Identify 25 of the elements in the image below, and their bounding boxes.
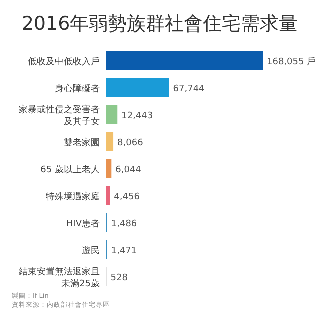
data-label: 528 [110,274,128,284]
data-label: 168,055 戶 [267,56,316,68]
y-tick-label: 遊民 [82,246,100,256]
y-tick-label: 家暴或性侵之受害者及其子女 [19,104,100,128]
data-label: 12,443 [122,112,154,122]
bar [106,132,114,152]
bar [106,160,112,178]
y-tick-label: 雙老家園 [64,138,100,148]
y-tick-label: 特殊境遇家庭 [46,192,100,202]
y-tick-label: 65 歲以上老人 [40,164,100,176]
bar [106,186,110,206]
data-label: 6,044 [116,166,142,176]
bar [106,106,118,124]
data-label: 67,744 [173,84,206,94]
bar [106,52,263,70]
data-label: 8,066 [118,138,144,148]
y-tick-label: 身心障礙者 [55,84,100,94]
chart-title: 2016年弱勢族群社會住宅需求量 [22,13,298,35]
data-label: 1,486 [111,220,138,230]
y-tick-label: HIV患者 [66,218,100,230]
data-label: 1,471 [111,246,138,256]
y-tick-label: 結束安置無法返家且未滿25歲 [18,266,100,290]
y-tick-label: 低收及中低收入戶 [28,56,100,68]
data-label: 4,456 [114,192,140,202]
bar [106,78,170,98]
